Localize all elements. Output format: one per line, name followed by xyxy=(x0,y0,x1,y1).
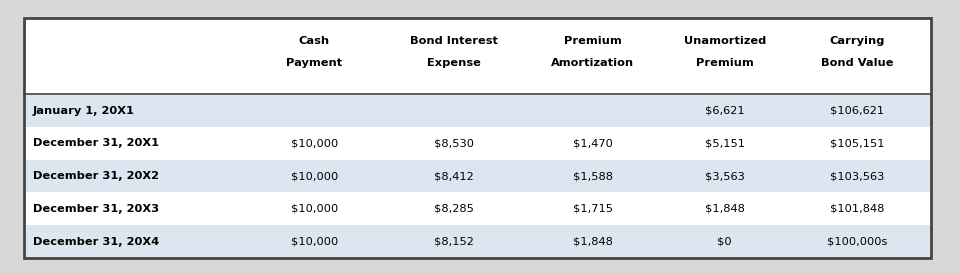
Text: $8,530: $8,530 xyxy=(434,138,473,148)
Bar xyxy=(24,192,931,225)
Text: $3,563: $3,563 xyxy=(705,171,745,181)
Text: $8,285: $8,285 xyxy=(434,204,473,214)
Text: Amortization: Amortization xyxy=(551,58,635,68)
Text: Premium: Premium xyxy=(696,58,754,68)
Text: December 31, 20X4: December 31, 20X4 xyxy=(33,237,158,247)
Text: Unamortized: Unamortized xyxy=(684,36,766,46)
Text: $105,151: $105,151 xyxy=(829,138,884,148)
Text: January 1, 20X1: January 1, 20X1 xyxy=(33,106,134,115)
Text: $1,715: $1,715 xyxy=(573,204,612,214)
Text: $10,000: $10,000 xyxy=(291,138,338,148)
Text: $10,000: $10,000 xyxy=(291,237,338,247)
Text: December 31, 20X3: December 31, 20X3 xyxy=(33,204,158,214)
Text: $10,000: $10,000 xyxy=(291,204,338,214)
Text: December 31, 20X1: December 31, 20X1 xyxy=(33,138,158,148)
Text: Carrying: Carrying xyxy=(829,36,884,46)
Text: Cash: Cash xyxy=(299,36,330,46)
Bar xyxy=(24,160,931,192)
Text: $10,000: $10,000 xyxy=(291,171,338,181)
Text: Bond Interest: Bond Interest xyxy=(410,36,497,46)
Text: $1,848: $1,848 xyxy=(705,204,745,214)
Text: $0: $0 xyxy=(717,237,732,247)
Text: Premium: Premium xyxy=(564,36,622,46)
Text: December 31, 20X2: December 31, 20X2 xyxy=(33,171,158,181)
Text: $106,621: $106,621 xyxy=(829,106,884,115)
Text: Payment: Payment xyxy=(286,58,343,68)
Bar xyxy=(24,127,931,160)
Text: $8,412: $8,412 xyxy=(434,171,473,181)
Text: $6,621: $6,621 xyxy=(705,106,745,115)
Text: $1,470: $1,470 xyxy=(573,138,612,148)
Text: $5,151: $5,151 xyxy=(705,138,745,148)
Text: $1,588: $1,588 xyxy=(573,171,612,181)
Text: $100,000s: $100,000s xyxy=(827,237,887,247)
Text: Bond Value: Bond Value xyxy=(821,58,893,68)
Bar xyxy=(24,94,931,127)
Bar xyxy=(24,225,931,258)
Text: $1,848: $1,848 xyxy=(573,237,612,247)
Text: Expense: Expense xyxy=(426,58,481,68)
Bar xyxy=(24,18,931,258)
Bar xyxy=(24,18,931,258)
Text: $8,152: $8,152 xyxy=(434,237,473,247)
Text: $103,563: $103,563 xyxy=(829,171,884,181)
Text: $101,848: $101,848 xyxy=(829,204,884,214)
